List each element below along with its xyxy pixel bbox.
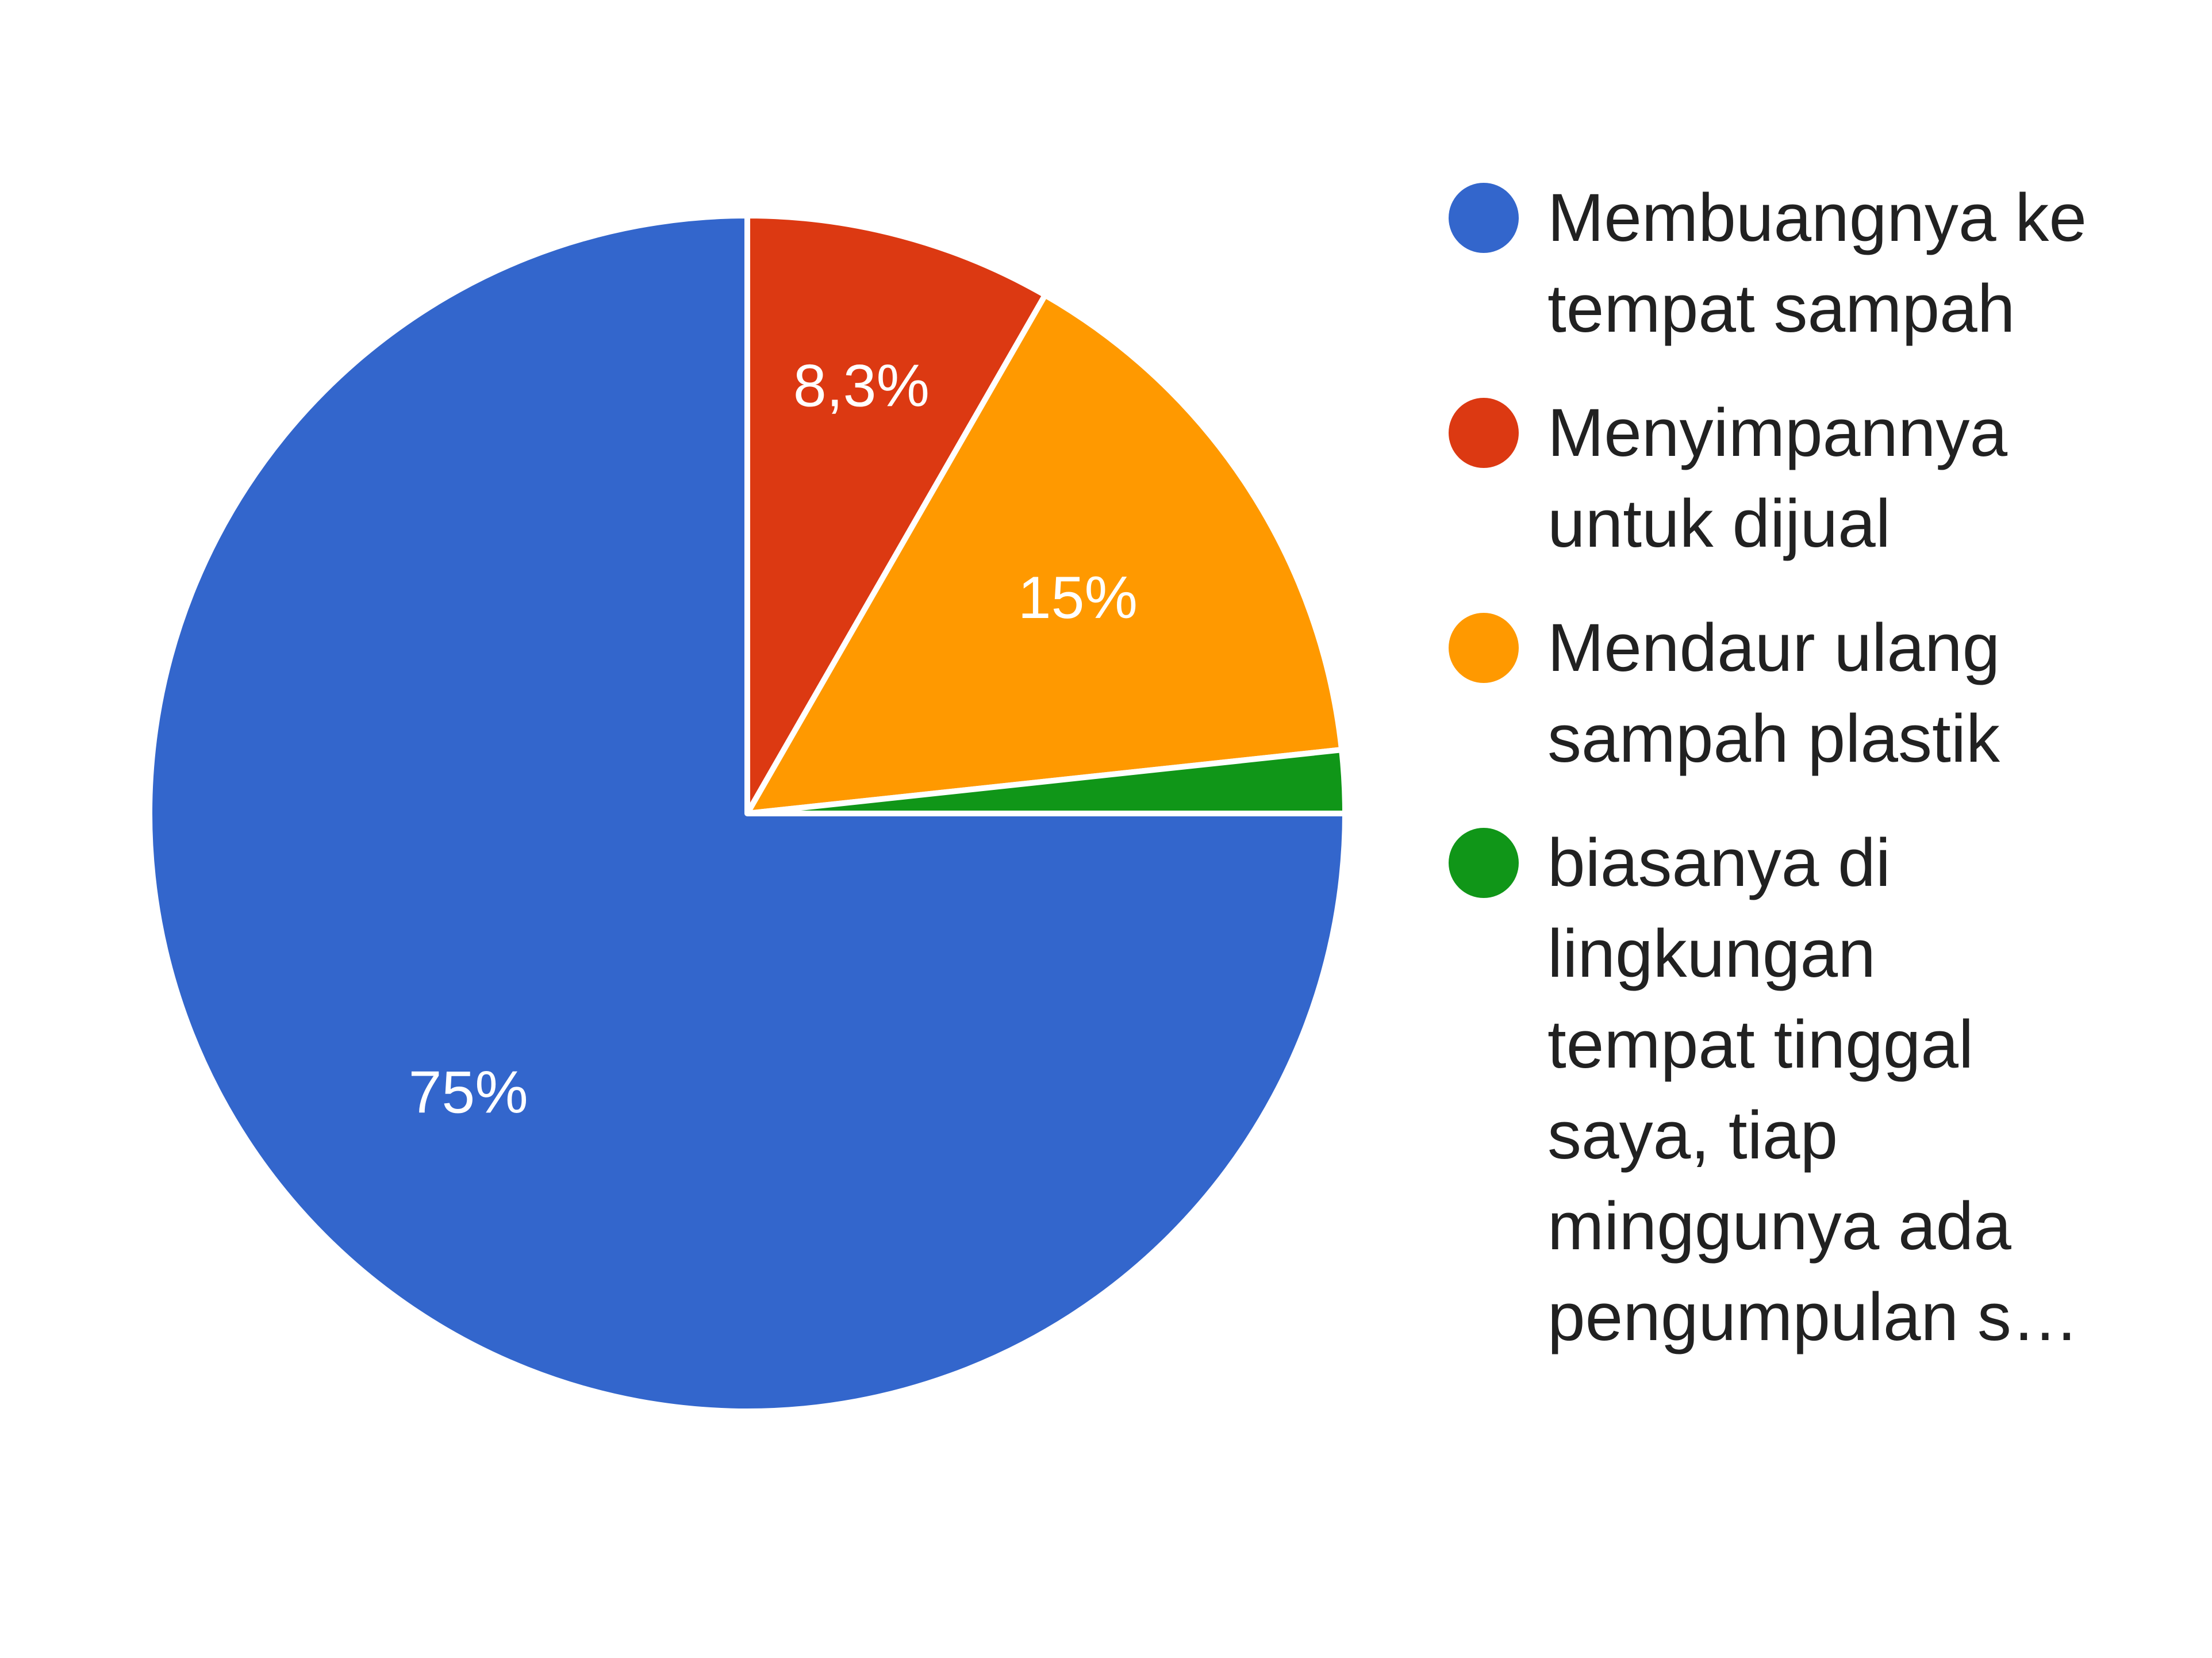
legend: Membuangnya ke tempat sampah Menyimpanny… bbox=[1449, 172, 2196, 1396]
legend-circle-icon bbox=[1449, 828, 1519, 898]
legend-circle-icon bbox=[1449, 398, 1519, 468]
legend-circle-icon bbox=[1449, 183, 1519, 253]
pie-slice-0[interactable] bbox=[744, 213, 1049, 816]
pie-slice-labels: 8,3% 15% 75% bbox=[409, 352, 1138, 1126]
legend-circle-icon bbox=[1449, 613, 1519, 683]
pie-slice-label-3: 75% bbox=[409, 1059, 528, 1126]
pie-slice-1[interactable] bbox=[744, 292, 1345, 816]
pie-chart: 8,3% 15% 75% bbox=[147, 213, 1348, 1414]
legend-item-biasanya[interactable]: biasanya di lingkungan tempat tinggal sa… bbox=[1449, 818, 2196, 1363]
pie-slice-label-1: 15% bbox=[1018, 565, 1138, 631]
legend-label: Mendaur ulang sampah plastik bbox=[1547, 610, 2000, 777]
legend-item-membuangnya[interactable]: Membuangnya ke tempat sampah bbox=[1449, 172, 2196, 354]
pie-slice-label-0: 8,3% bbox=[793, 352, 930, 419]
legend-item-mendaur-ulang[interactable]: Mendaur ulang sampah plastik bbox=[1449, 602, 2196, 784]
legend-label: Menyimpannya untuk dijual bbox=[1547, 395, 2008, 562]
pie-slice-3[interactable] bbox=[147, 213, 1348, 1414]
legend-item-menyimpannya[interactable]: Menyimpannya untuk dijual bbox=[1449, 387, 2196, 569]
legend-label: biasanya di lingkungan tempat tinggal sa… bbox=[1547, 825, 2079, 1355]
pie-slices bbox=[147, 213, 1348, 1414]
legend-label: Membuangnya ke tempat sampah bbox=[1547, 180, 2087, 347]
